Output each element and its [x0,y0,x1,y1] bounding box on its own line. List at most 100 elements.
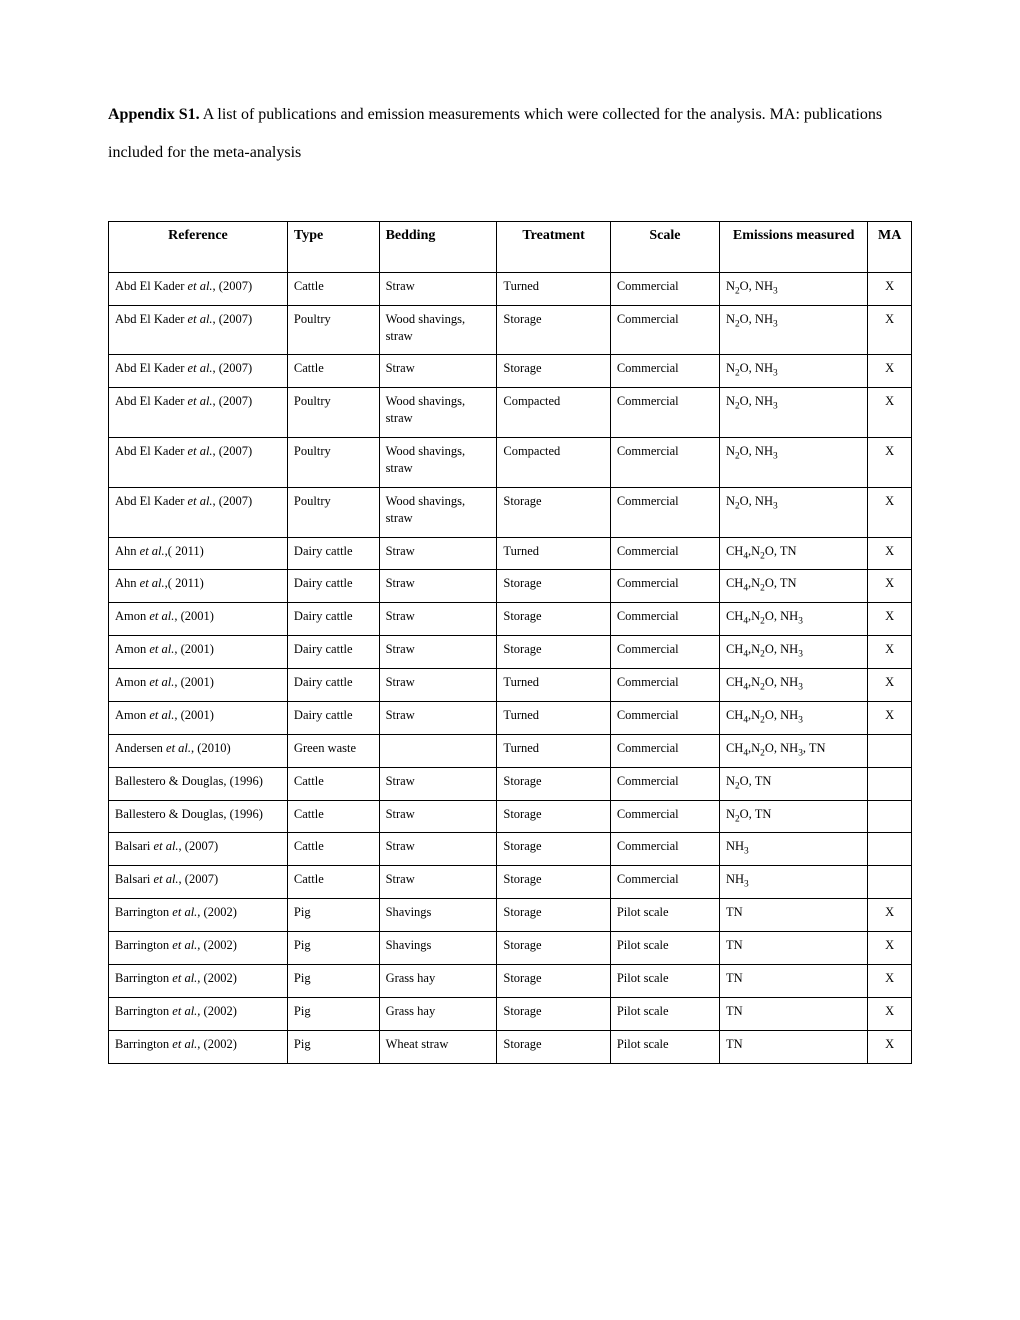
cell-type: Pig [287,932,379,965]
cell-scale: Commercial [610,603,719,636]
cell-emissions: NH3 [719,833,867,866]
cell-bedding: Straw [379,866,497,899]
cell-scale: Pilot scale [610,1030,719,1063]
cell-emissions: CH4,N2O, NH3 [719,701,867,734]
cell-type: Pig [287,997,379,1030]
cell-bedding: Wood shavings, straw [379,487,497,537]
cell-scale: Commercial [610,272,719,305]
th-scale: Scale [610,221,719,272]
cell-bedding: Shavings [379,899,497,932]
cell-scale: Commercial [610,866,719,899]
table-header-row: Reference Type Bedding Treatment Scale E… [109,221,912,272]
cell-bedding: Wood shavings, straw [379,438,497,488]
cell-treatment: Storage [497,603,610,636]
table-row: Balsari et al., (2007)CattleStrawStorage… [109,866,912,899]
cell-reference: Ahn et al.,( 2011) [109,570,288,603]
cell-reference: Balsari et al., (2007) [109,866,288,899]
cell-bedding: Grass hay [379,964,497,997]
cell-treatment: Storage [497,570,610,603]
cell-bedding: Wheat straw [379,1030,497,1063]
cell-bedding: Straw [379,537,497,570]
cell-scale: Commercial [610,669,719,702]
cell-treatment: Turned [497,701,610,734]
cell-scale: Commercial [610,636,719,669]
table-row: Abd El Kader et al., (2007)PoultryWood s… [109,305,912,355]
cell-ma: X [868,997,912,1030]
cell-emissions: N2O, TN [719,800,867,833]
cell-emissions: TN [719,899,867,932]
cell-type: Cattle [287,355,379,388]
cell-type: Pig [287,964,379,997]
table-row: Amon et al., (2001)Dairy cattleStrawTurn… [109,701,912,734]
th-ma: MA [868,221,912,272]
cell-emissions: CH4,N2O, NH3 [719,636,867,669]
table-row: Abd El Kader et al., (2007)PoultryWood s… [109,438,912,488]
cell-bedding: Straw [379,833,497,866]
cell-type: Poultry [287,305,379,355]
cell-reference: Ballestero & Douglas, (1996) [109,800,288,833]
cell-ma: X [868,537,912,570]
cell-type: Pig [287,899,379,932]
cell-ma: X [868,964,912,997]
cell-ma [868,866,912,899]
cell-type: Dairy cattle [287,669,379,702]
cell-type: Dairy cattle [287,636,379,669]
cell-type: Pig [287,1030,379,1063]
cell-reference: Andersen et al., (2010) [109,734,288,767]
cell-treatment: Storage [497,899,610,932]
th-type: Type [287,221,379,272]
cell-ma: X [868,636,912,669]
appendix-caption: Appendix S1. A list of publications and … [108,96,912,173]
cell-reference: Abd El Kader et al., (2007) [109,355,288,388]
cell-emissions: N2O, NH3 [719,355,867,388]
table-row: Andersen et al., (2010)Green wasteTurned… [109,734,912,767]
cell-emissions: TN [719,1030,867,1063]
cell-scale: Commercial [610,305,719,355]
cell-treatment: Storage [497,636,610,669]
cell-bedding: Straw [379,767,497,800]
th-treatment: Treatment [497,221,610,272]
cell-type: Dairy cattle [287,701,379,734]
appendix-label: Appendix S1. [108,106,200,123]
cell-reference: Barrington et al., (2002) [109,997,288,1030]
cell-ma: X [868,487,912,537]
cell-bedding: Straw [379,800,497,833]
table-row: Ahn et al.,( 2011)Dairy cattleStrawStora… [109,570,912,603]
table-row: Barrington et al., (2002)PigGrass haySto… [109,964,912,997]
cell-scale: Pilot scale [610,932,719,965]
cell-ma: X [868,355,912,388]
cell-reference: Amon et al., (2001) [109,669,288,702]
cell-emissions: N2O, TN [719,767,867,800]
cell-scale: Commercial [610,833,719,866]
cell-bedding: Straw [379,669,497,702]
table-row: Abd El Kader et al., (2007)PoultryWood s… [109,388,912,438]
publications-table: Reference Type Bedding Treatment Scale E… [108,221,912,1064]
cell-bedding: Straw [379,636,497,669]
cell-reference: Abd El Kader et al., (2007) [109,272,288,305]
cell-ma [868,800,912,833]
cell-treatment: Compacted [497,388,610,438]
cell-scale: Commercial [610,734,719,767]
cell-ma [868,767,912,800]
table-row: Ballestero & Douglas, (1996)CattleStrawS… [109,767,912,800]
cell-bedding: Straw [379,570,497,603]
cell-scale: Commercial [610,570,719,603]
cell-scale: Commercial [610,487,719,537]
cell-treatment: Storage [497,767,610,800]
cell-emissions: TN [719,997,867,1030]
cell-bedding: Shavings [379,932,497,965]
cell-treatment: Compacted [497,438,610,488]
cell-scale: Commercial [610,537,719,570]
cell-emissions: CH4,N2O, TN [719,537,867,570]
cell-ma: X [868,570,912,603]
cell-ma: X [868,669,912,702]
cell-reference: Barrington et al., (2002) [109,932,288,965]
table-row: Amon et al., (2001)Dairy cattleStrawTurn… [109,669,912,702]
cell-type: Cattle [287,833,379,866]
cell-ma: X [868,1030,912,1063]
cell-treatment: Storage [497,997,610,1030]
cell-scale: Commercial [610,767,719,800]
cell-type: Dairy cattle [287,603,379,636]
cell-bedding: Straw [379,272,497,305]
cell-treatment: Turned [497,734,610,767]
